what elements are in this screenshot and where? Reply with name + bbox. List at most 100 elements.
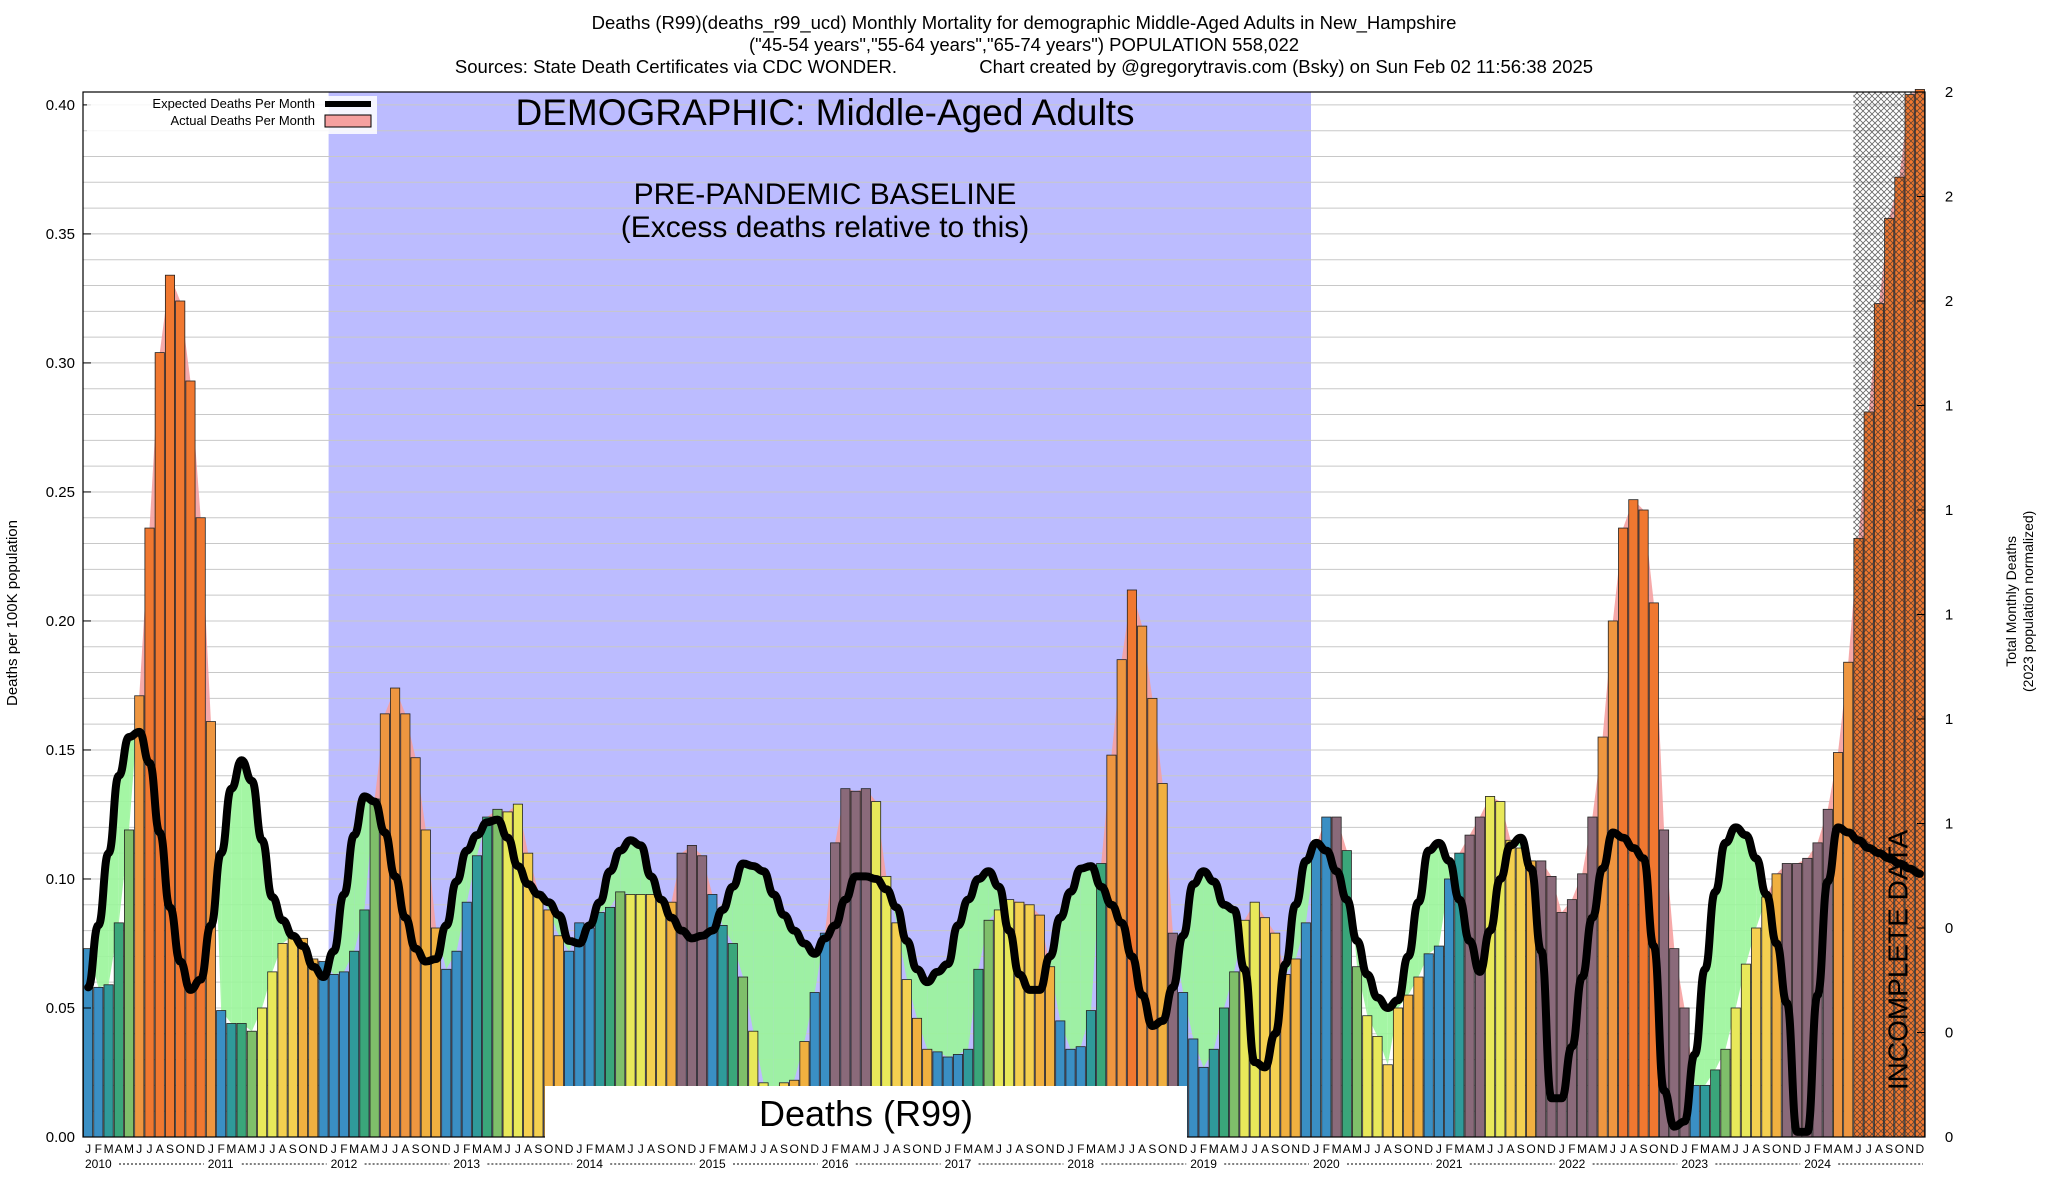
chart-title: Deaths (R99)(deaths_r99_ucd) Monthly Mor… (0, 12, 2048, 78)
bar (185, 380, 196, 1138)
x-month-label: M (124, 1142, 134, 1156)
x-month-label: A (1015, 1142, 1023, 1156)
deficit-segment (1193, 871, 1204, 1068)
x-month-label: S (1148, 1142, 1156, 1156)
x-month-label: M (840, 1142, 850, 1156)
bar (1106, 754, 1117, 1138)
x-month-label: J (1436, 1142, 1442, 1156)
x-month-label: D (688, 1142, 697, 1156)
x-month-label: M (1843, 1142, 1853, 1156)
bar (1638, 509, 1649, 1138)
title-line-3: Sources: State Death Certificates via CD… (454, 56, 1594, 77)
x-month-label: M (1106, 1142, 1116, 1156)
bar (1137, 625, 1148, 1138)
bar (1474, 816, 1485, 1138)
bar (246, 1030, 257, 1138)
deficit-segment (630, 840, 641, 895)
bar (359, 909, 370, 1138)
bar (1311, 845, 1322, 1138)
x-month-label: N (677, 1142, 686, 1156)
y-tick-label: 0.05 (46, 1000, 75, 1017)
x-month-label: D (1670, 1142, 1679, 1156)
deficit-segment (1725, 827, 1736, 1050)
bar (1628, 499, 1639, 1138)
y2-tick-label: 2 (1945, 189, 1953, 206)
x-month-label: M (1086, 1142, 1096, 1156)
deficit-segment (1213, 881, 1225, 1050)
bar (1259, 917, 1270, 1138)
y-axis-ticks: 0.00 0.05 0.10 0.15 0.20 0.25 0.30 0.35 0.40 (46, 97, 91, 1146)
x-month-label: O (1895, 1142, 1904, 1156)
x-month-label: A (852, 1142, 860, 1156)
x-month-label: A (974, 1142, 982, 1156)
legend-actual-swatch (324, 114, 372, 128)
x-month-label: S (534, 1142, 542, 1156)
bar (1699, 1084, 1711, 1138)
deficit-segment (1070, 868, 1081, 1050)
bar (1147, 697, 1158, 1138)
x-month-label: A (1507, 1142, 1515, 1156)
x-month-label: J (750, 1142, 756, 1156)
deficit-segment (1377, 997, 1388, 1065)
baseline-label-line-1: PRE-PANDEMIC BASELINE (633, 178, 1017, 211)
x-month-label: M (1720, 1142, 1730, 1156)
x-month-label: A (647, 1142, 655, 1156)
bar (1403, 994, 1414, 1138)
deficit-segment (763, 871, 774, 1099)
bar (1372, 1035, 1383, 1138)
x-year-label: 2010 (85, 1157, 112, 1171)
x-month-label: N (1660, 1142, 1669, 1156)
x-month-label: A (1466, 1142, 1474, 1156)
bar (1597, 736, 1608, 1138)
x-month-label: N (1291, 1142, 1300, 1156)
bar (1833, 752, 1844, 1138)
x-month-label: J (1119, 1142, 1125, 1156)
deficit-segment (231, 760, 242, 1024)
bar (1208, 1048, 1219, 1138)
x-month-label: O (1772, 1142, 1781, 1156)
x-month-label: O (1649, 1142, 1658, 1156)
x-month-label: M (984, 1142, 994, 1156)
x-month-label: D (1302, 1142, 1311, 1156)
x-month-label: A (401, 1142, 409, 1156)
x-month-label: A (1711, 1142, 1719, 1156)
bar (175, 300, 186, 1138)
x-month-label: J (1682, 1142, 1688, 1156)
bar (471, 855, 483, 1138)
x-month-label: N (186, 1142, 195, 1156)
x-month-label: N (1537, 1142, 1546, 1156)
deficit-segment (968, 878, 979, 1050)
bar (277, 943, 288, 1138)
y2-tick-label: 1 (1945, 711, 1953, 728)
x-month-label: J (638, 1142, 644, 1156)
x-month-label: A (1343, 1142, 1351, 1156)
x-month-label: D (1056, 1142, 1065, 1156)
x-month-label: J (883, 1142, 889, 1156)
deficit-segment (978, 871, 989, 970)
x-month-label: D (810, 1142, 819, 1156)
bar (287, 935, 298, 1138)
y-tick-label: 0.35 (46, 226, 75, 243)
x-month-label: S (1762, 1142, 1770, 1156)
x-month-label: A (156, 1142, 164, 1156)
y2-tick-label: 1 (1945, 816, 1953, 833)
x-month-label: O (298, 1142, 307, 1156)
legend: Expected Deaths Per Month Actual Deaths P… (87, 96, 377, 134)
x-month-label: D (1793, 1142, 1802, 1156)
x-month-label: O (1526, 1142, 1535, 1156)
baseline-label: PRE-PANDEMIC BASELINE (Excess deaths rel… (330, 178, 1320, 244)
x-month-label: M (349, 1142, 359, 1156)
x-month-label: J (392, 1142, 398, 1156)
x-month-label: M (718, 1142, 728, 1156)
x-month-label: J (1252, 1142, 1258, 1156)
x-month-label: M (963, 1142, 973, 1156)
y-tick-label: 0.20 (46, 613, 75, 630)
x-month-label: O (1158, 1142, 1167, 1156)
cause-banner: Deaths (R99) (545, 1086, 1187, 1141)
x-month-label: S (1640, 1142, 1648, 1156)
deficit-segment (1438, 842, 1450, 947)
x-month-label: F (1691, 1142, 1698, 1156)
x-month-label: J (1241, 1142, 1247, 1156)
x-month-label: N (1783, 1142, 1792, 1156)
